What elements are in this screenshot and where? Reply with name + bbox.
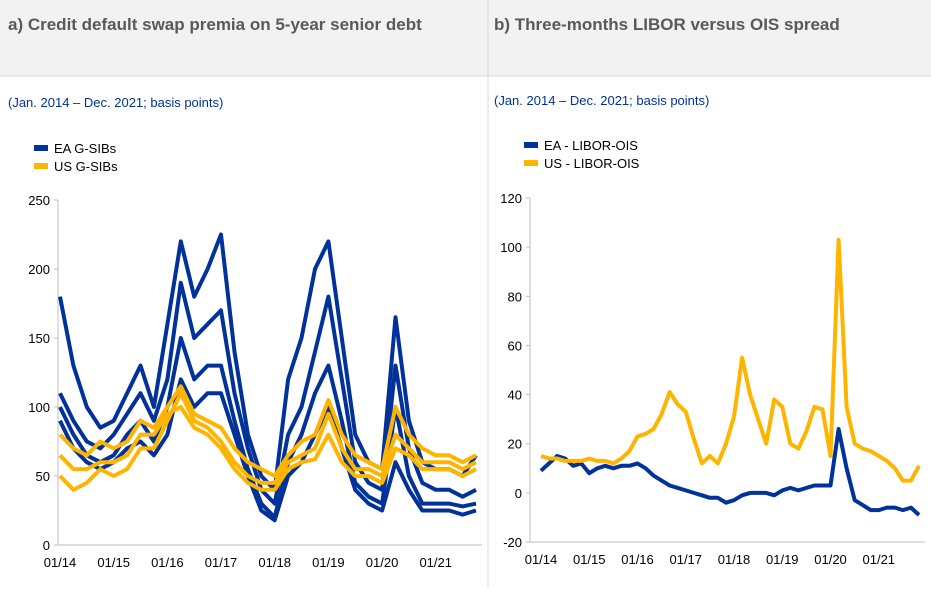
x-tick-label: 01/14 (44, 555, 77, 570)
legend-swatch (524, 142, 538, 148)
x-tick-label: 01/19 (312, 555, 345, 570)
y-tick-label: 150 (28, 331, 50, 346)
y-tick-label: 50 (36, 469, 50, 484)
y-tick-label: 250 (28, 193, 50, 208)
x-tick-label: 01/21 (419, 555, 452, 570)
line (540, 237, 921, 483)
chart-title: a) Credit default swap premia on 5-year … (8, 15, 422, 34)
y-tick-label: 60 (508, 338, 522, 353)
title-text: a) Credit default swap premia on 5-year … (8, 15, 422, 34)
legend-swatch (524, 160, 538, 166)
y-tick-label: 120 (500, 191, 522, 206)
x-tick-label: 01/20 (366, 555, 399, 570)
legend-label: US - LIBOR-OIS (544, 156, 640, 171)
x-tick-label: 01/17 (205, 555, 238, 570)
y-tick-label: -20 (503, 535, 522, 550)
chart-title: b) Three-months LIBOR versus OIS spread (494, 15, 840, 34)
x-tick-label: 01/16 (621, 552, 654, 567)
x-tick-label: 01/18 (258, 555, 291, 570)
y-tick-label: 100 (500, 240, 522, 255)
y-tick-label: 100 (28, 400, 50, 415)
legend-swatch (34, 145, 48, 151)
line (539, 427, 921, 517)
line (58, 377, 477, 523)
legend-label: US G-SIBs (54, 159, 118, 174)
x-tick-label: 01/14 (525, 552, 558, 567)
subtitle: (Jan. 2014 – Dec. 2021; basis points) (8, 95, 223, 110)
y-tick-label: 40 (508, 388, 522, 403)
y-tick-label: 20 (508, 437, 522, 452)
legend-label: EA G-SIBs (54, 141, 117, 156)
y-tick-label: 0 (515, 486, 522, 501)
x-tick-label: 01/15 (97, 555, 130, 570)
line (58, 405, 477, 492)
legend-swatch (34, 163, 48, 169)
line (58, 280, 477, 506)
line (58, 336, 477, 520)
legend-label: EA - LIBOR-OIS (544, 138, 638, 153)
x-tick-label: 01/17 (669, 552, 702, 567)
header-bg (0, 0, 931, 76)
x-tick-label: 01/16 (151, 555, 184, 570)
y-tick-label: 80 (508, 289, 522, 304)
x-tick-label: 01/19 (766, 552, 799, 567)
y-tick-label: 0 (43, 538, 50, 553)
y-tick-label: 200 (28, 262, 50, 277)
x-tick-label: 01/21 (863, 552, 896, 567)
line (58, 384, 477, 478)
x-tick-label: 01/15 (573, 552, 606, 567)
x-tick-label: 01/18 (718, 552, 751, 567)
line (58, 391, 477, 492)
subtitle: (Jan. 2014 – Dec. 2021; basis points) (494, 93, 709, 108)
x-tick-label: 01/20 (814, 552, 847, 567)
